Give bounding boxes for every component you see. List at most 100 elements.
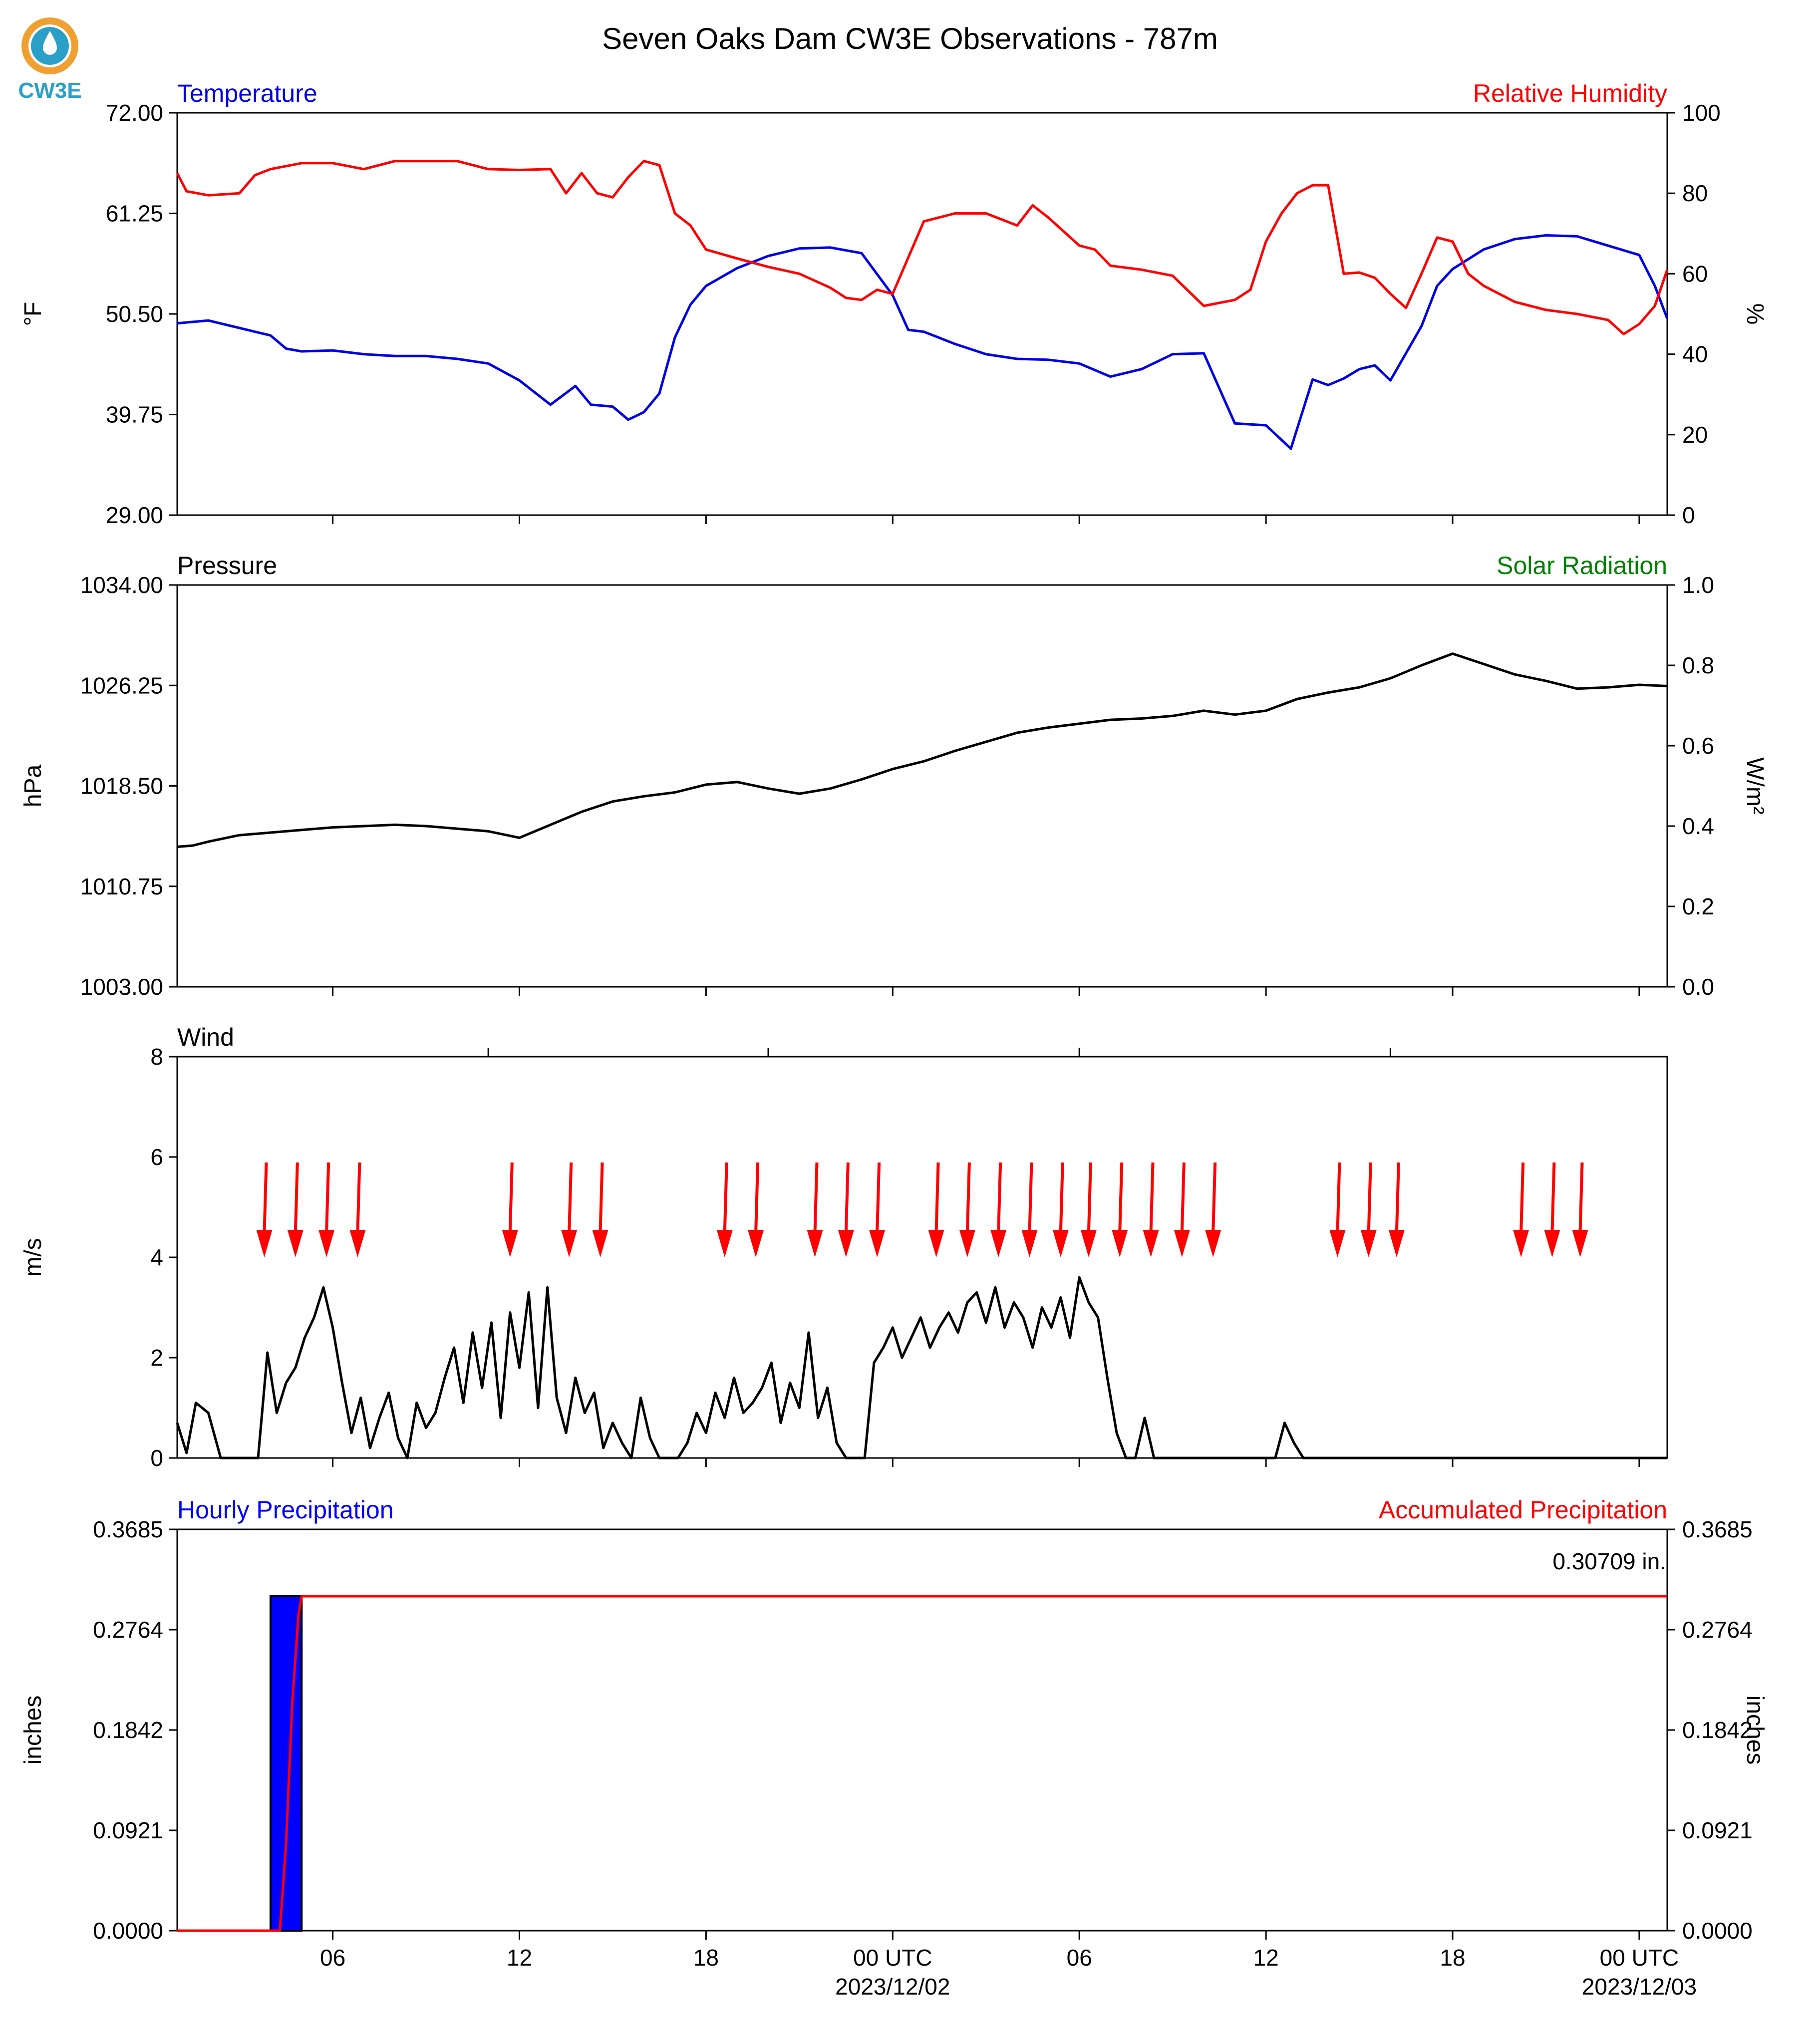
panel-label-left: Wind bbox=[177, 1023, 234, 1051]
y-axis-label-left: inches bbox=[20, 1696, 46, 1765]
y-tick-label: 4 bbox=[150, 1244, 163, 1270]
y-tick-label: 2 bbox=[150, 1345, 163, 1371]
x-date-label: 2023/12/02 bbox=[835, 1974, 950, 2000]
wind-arrow-shaft bbox=[1180, 1162, 1186, 1233]
accumulated-total-label: 0.30709 in. bbox=[1552, 1548, 1666, 1574]
wind-arrow-head bbox=[349, 1230, 366, 1257]
y-tick-label: 39.75 bbox=[106, 402, 163, 428]
wind-arrow-head bbox=[1174, 1230, 1190, 1257]
x-axis-labels: 06 12 18 00 UTC 06 12 18 00 UTC 2023/12/02 2023/1… bbox=[320, 1945, 1697, 2000]
panel-label-right: Relative Humidity bbox=[1473, 79, 1667, 107]
panel-label-left: Temperature bbox=[177, 79, 317, 107]
series-accumulated-precipitation bbox=[177, 1595, 1667, 1932]
panel-wind: Wind 8 6 4 2 0 m/s bbox=[20, 1023, 1668, 1471]
wind-arrow-shaft bbox=[876, 1162, 881, 1233]
y-tick-label: 0.1842 bbox=[93, 1717, 163, 1743]
y-tick-label: 8 bbox=[150, 1044, 163, 1070]
series-temperature bbox=[177, 234, 1669, 450]
y-tick-label: 1018.50 bbox=[80, 773, 163, 799]
wind-arrow-head bbox=[1572, 1230, 1588, 1257]
y-tick-label-right: 0 bbox=[1682, 502, 1695, 528]
wind-arrow-head bbox=[1052, 1230, 1069, 1257]
wind-arrow-shaft bbox=[1519, 1162, 1525, 1233]
wind-arrow-shaft bbox=[1578, 1162, 1584, 1233]
y-tick-label-right: 80 bbox=[1682, 180, 1708, 206]
wind-arrow-head bbox=[1513, 1230, 1529, 1257]
y-tick-label-right: 20 bbox=[1682, 422, 1708, 448]
y-tick-label-right: 0.2764 bbox=[1682, 1617, 1753, 1643]
wind-arrow-shaft bbox=[325, 1162, 330, 1233]
wind-arrow-head bbox=[959, 1230, 975, 1257]
wind-arrow-head bbox=[1388, 1230, 1405, 1257]
wind-arrow-head bbox=[1205, 1230, 1221, 1257]
x-tick-label: 12 bbox=[1253, 1945, 1279, 1971]
y-tick-label: 0.2764 bbox=[93, 1617, 163, 1643]
x-tick-label: 06 bbox=[320, 1945, 345, 1971]
y-tick-label: 61.25 bbox=[106, 201, 163, 227]
wind-arrow-shaft bbox=[813, 1162, 819, 1233]
wind-arrow-head bbox=[287, 1230, 303, 1257]
y-tick-label: 1034.00 bbox=[80, 572, 163, 598]
y-tick-label: 0.0921 bbox=[93, 1817, 163, 1843]
panel-precipitation: Hourly Precipitation Accumulated Precipit… bbox=[20, 1496, 1768, 1944]
logo-text: CW3E bbox=[18, 78, 81, 103]
x-tick-label: 06 bbox=[1067, 1945, 1092, 1971]
droplet-icon bbox=[43, 31, 57, 55]
wind-arrow-shaft bbox=[934, 1162, 940, 1233]
y-tick-label: 1010.75 bbox=[80, 873, 163, 899]
wind-arrow-shaft bbox=[965, 1162, 971, 1233]
y-tick-label: 1026.25 bbox=[80, 672, 163, 698]
wind-arrow-head bbox=[748, 1230, 764, 1257]
wind-arrow-shaft bbox=[844, 1162, 850, 1233]
y-tick-label: 0.0000 bbox=[93, 1918, 163, 1944]
wind-arrow-head bbox=[256, 1230, 273, 1257]
wind-arrow-head bbox=[928, 1230, 944, 1257]
x-tick-label: 00 UTC bbox=[1600, 1945, 1679, 1971]
series-wind bbox=[176, 1276, 1667, 1459]
wind-arrow-shaft bbox=[294, 1162, 299, 1233]
panel-temperature_humidity: Temperature Relative Humidity 72.00 61.25 50… bbox=[20, 79, 1768, 528]
wind-arrow-shaft bbox=[1395, 1162, 1400, 1233]
series-relative-humidity bbox=[176, 160, 1669, 335]
cw3e-logo: CW3E bbox=[18, 17, 82, 103]
y-tick-label-right: 60 bbox=[1682, 261, 1708, 287]
y-tick-label-right: 0.2 bbox=[1682, 893, 1714, 919]
wind-arrow-shaft bbox=[1059, 1162, 1064, 1233]
y-axis-label-left: hPa bbox=[20, 764, 46, 807]
y-axis-label-left: °F bbox=[20, 302, 46, 326]
y-axis-label-right: inches bbox=[1742, 1696, 1768, 1765]
x-date-label: 2023/12/03 bbox=[1582, 1974, 1697, 2000]
wind-arrow-shaft bbox=[1367, 1162, 1372, 1233]
y-axis-label-left: m/s bbox=[20, 1238, 46, 1276]
x-tick-label: 18 bbox=[1440, 1945, 1465, 1971]
wind-arrow-head bbox=[1360, 1230, 1377, 1257]
wind-arrow-shaft bbox=[1087, 1162, 1092, 1233]
y-tick-label-right: 0.0 bbox=[1682, 974, 1714, 1000]
plot-frame bbox=[176, 584, 1668, 988]
wind-arrow-head bbox=[502, 1230, 518, 1257]
y-axis-label-right: W/m² bbox=[1742, 757, 1768, 815]
wind-arrow-shaft bbox=[356, 1162, 361, 1233]
wind-arrow-head bbox=[1329, 1230, 1346, 1257]
panel-label-left: Hourly Precipitation bbox=[177, 1496, 394, 1524]
y-tick-label: 72.00 bbox=[106, 100, 163, 126]
wind-arrow-head bbox=[838, 1230, 854, 1257]
logo-ring bbox=[21, 17, 78, 74]
x-tick-label: 18 bbox=[693, 1945, 719, 1971]
y-tick-label-right: 0.1842 bbox=[1682, 1717, 1753, 1743]
y-tick-label-right: 100 bbox=[1682, 100, 1721, 126]
wind-arrow-shaft bbox=[263, 1162, 268, 1233]
y-tick-label: 6 bbox=[150, 1144, 163, 1170]
series-pressure bbox=[177, 652, 1668, 848]
wind-arrow-head bbox=[561, 1230, 578, 1257]
y-tick-label-right: 0.0000 bbox=[1682, 1918, 1753, 1944]
wind-arrow-head bbox=[807, 1230, 823, 1257]
plot-frame bbox=[176, 1056, 1668, 1459]
y-tick-label: 50.50 bbox=[106, 301, 163, 327]
y-axis-label-right: % bbox=[1742, 303, 1768, 325]
wind-arrow-shaft bbox=[508, 1162, 514, 1233]
panel-label-left: Pressure bbox=[177, 552, 277, 579]
x-tick-label: 00 UTC bbox=[853, 1945, 932, 1971]
panel-pressure_solar: Pressure Solar Radiation 1034.00 1026.25 101… bbox=[20, 552, 1768, 1000]
